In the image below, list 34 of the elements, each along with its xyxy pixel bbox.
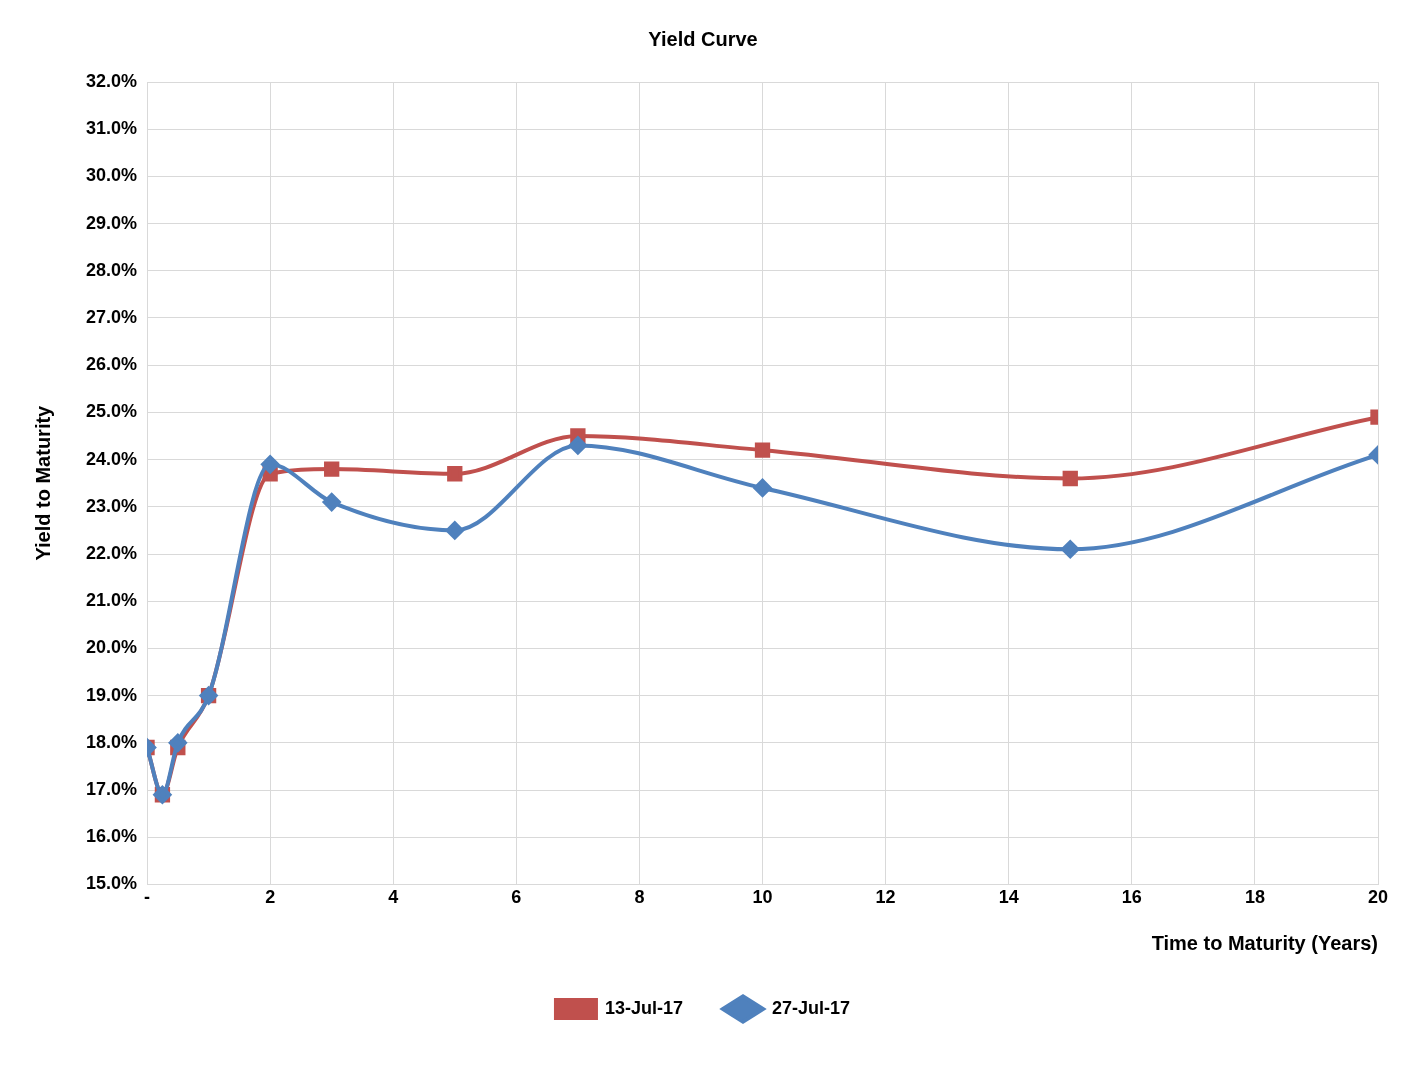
x-tick-label: 4 xyxy=(388,887,399,908)
y-tick-label: 16.0% xyxy=(85,826,138,847)
y-tick-label: 25.0% xyxy=(85,401,138,422)
legend-label: 13-Jul-17 xyxy=(604,997,684,1018)
chart-title: Yield Curve xyxy=(648,27,758,50)
y-tick-label: 20.0% xyxy=(85,637,138,658)
x-axis-title: Time to Maturity (Years) xyxy=(1151,931,1378,954)
y-tick-label: 31.0% xyxy=(85,118,138,139)
x-tick-label: 18 xyxy=(1244,887,1265,908)
x-tick-label: 6 xyxy=(511,887,522,908)
x-tick-label: 20 xyxy=(1367,887,1389,908)
y-tick-label: 27.0% xyxy=(85,306,138,327)
y-tick-label: 15.0% xyxy=(85,873,138,894)
y-tick-label: 23.0% xyxy=(85,495,138,516)
y-tick-label: 30.0% xyxy=(85,165,138,186)
y-tick-label: 21.0% xyxy=(85,590,138,611)
y-tick-label: 24.0% xyxy=(85,448,138,469)
x-tick-label: 8 xyxy=(634,887,645,908)
legend-label: 27-Jul-17 xyxy=(772,997,851,1018)
y-axis-title: Yield to Maturity xyxy=(31,404,54,561)
y-tick-label: 18.0% xyxy=(85,731,138,752)
y-tick-label: 17.0% xyxy=(85,778,138,799)
x-tick-label: 16 xyxy=(1121,887,1142,908)
x-tick-label: 14 xyxy=(998,887,1019,908)
y-tick-label: 19.0% xyxy=(85,684,138,705)
y-tick-label: 28.0% xyxy=(85,259,138,280)
y-tick-label: 26.0% xyxy=(85,354,138,375)
x-tick-label: 10 xyxy=(752,887,773,908)
y-tick-label: 22.0% xyxy=(85,542,138,563)
y-tick-label: 32.0% xyxy=(85,70,138,91)
x-tick-label: 12 xyxy=(875,887,896,908)
y-tick-label: 29.0% xyxy=(85,212,138,233)
x-tick-label: - xyxy=(144,887,151,908)
x-tick-label: 2 xyxy=(265,887,276,908)
